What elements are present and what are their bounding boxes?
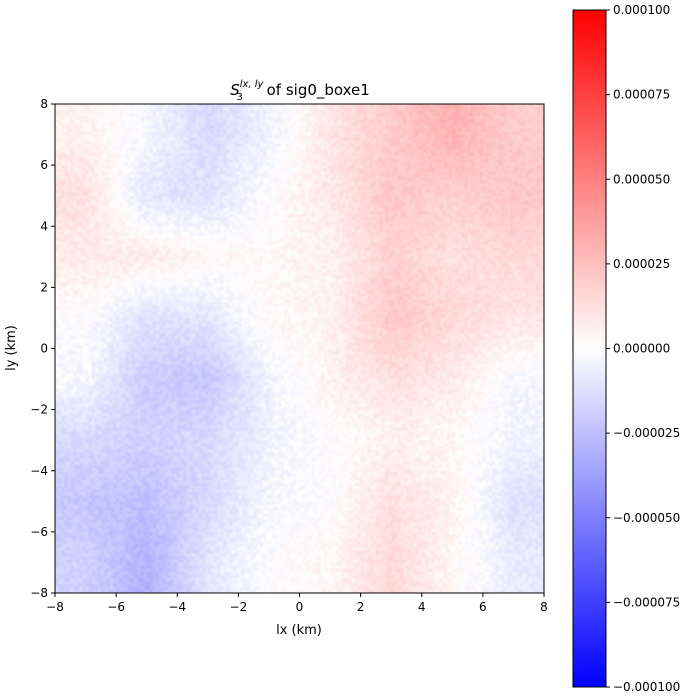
y-tick-label: 4: [40, 219, 48, 233]
x-tick-label: 0: [296, 600, 304, 614]
colorbar-tick-label: 0.000000: [613, 342, 670, 356]
title-rest: of sig0_boxe1: [262, 81, 370, 100]
colorbar-gradient: [573, 10, 606, 687]
colorbar-ticks: −0.000100 −0.000075 −0.000050 −0.000025 0.00…: [606, 3, 680, 694]
y-axis-label: ly (km): [4, 325, 19, 371]
plot-frame: [54, 103, 545, 594]
colorbar-tick-label: −0.000075: [613, 595, 680, 609]
chart-title: Slx, ly 3 of sig0_boxe1: [230, 79, 370, 103]
colorbar-frame: [572, 9, 607, 688]
colorbar-tick-label: 0.000100: [613, 3, 670, 17]
x-axis-ticks: −8 −6 −4 −2 0 2 4 6 8: [46, 593, 548, 614]
colorbar-tick-label: 0.000050: [613, 172, 670, 186]
x-tick-label: 2: [357, 600, 365, 614]
x-tick-label: 4: [418, 600, 426, 614]
title-symbol: S: [230, 81, 240, 99]
y-axis-ticks: −8 −6 −4 −2 0 2 4 6 8: [30, 97, 55, 600]
y-tick-label: −4: [30, 464, 48, 478]
x-axis-label: lx (km): [276, 623, 322, 638]
y-tick-label: 2: [40, 280, 48, 294]
colorbar-tick-label: −0.000100: [613, 680, 680, 694]
colorbar-tick-label: 0.000075: [613, 88, 670, 102]
x-tick-label: −8: [46, 600, 64, 614]
y-tick-label: 8: [40, 97, 48, 111]
colorbar-tick-label: 0.000025: [613, 257, 670, 271]
heatmap-image: [55, 104, 544, 593]
y-tick-label: −6: [30, 525, 48, 539]
x-tick-label: 6: [479, 600, 487, 614]
y-tick-label: −2: [30, 403, 48, 417]
title-superscript: lx, ly: [240, 79, 265, 90]
x-tick-label: −6: [107, 600, 125, 614]
colorbar-tick-label: −0.000050: [613, 511, 680, 525]
y-tick-label: −8: [30, 586, 48, 600]
y-tick-label: 0: [40, 342, 48, 356]
x-tick-label: −4: [168, 600, 186, 614]
colorbar-tick-label: −0.000025: [613, 426, 680, 440]
x-tick-label: −2: [230, 600, 248, 614]
title-subscript: 3: [236, 92, 242, 103]
y-tick-label: 6: [40, 158, 48, 172]
x-tick-label: 8: [540, 600, 548, 614]
